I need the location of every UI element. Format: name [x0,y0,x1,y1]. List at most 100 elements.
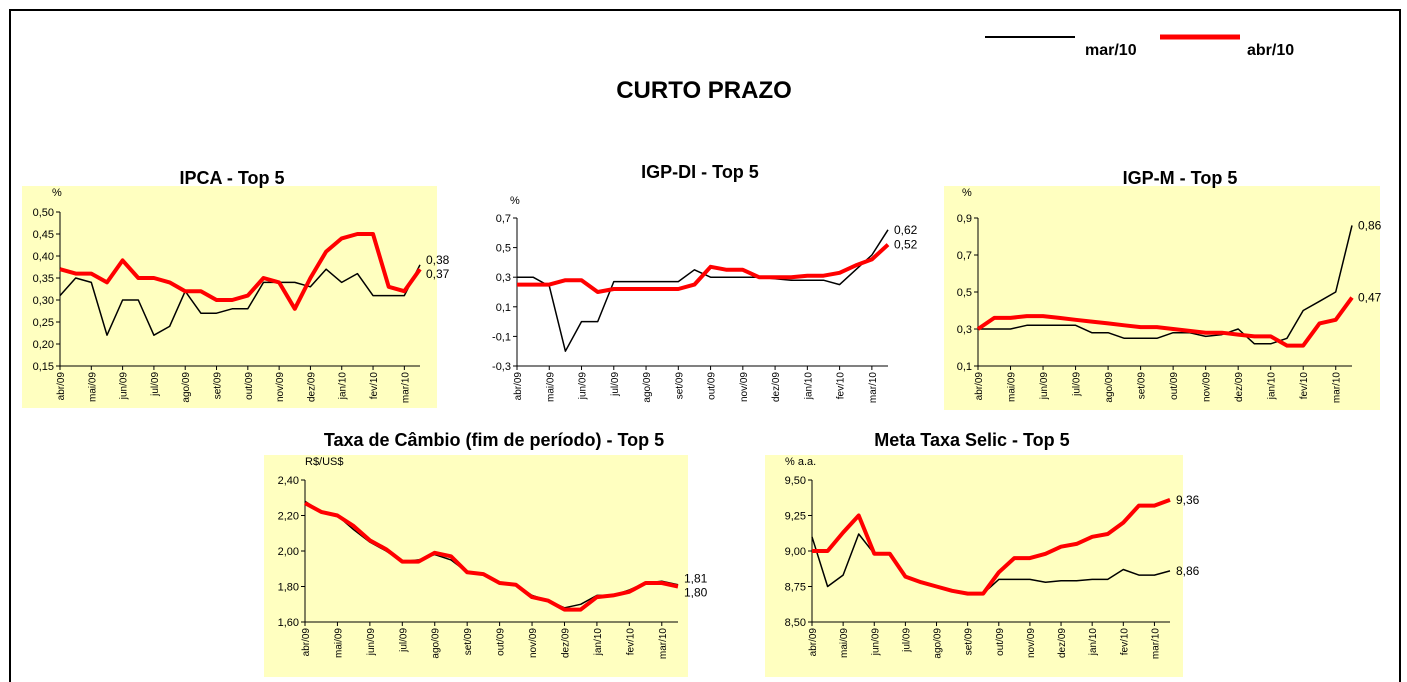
y-tick-label: -0,3 [492,361,511,373]
value-label: 0,86 [1358,218,1382,232]
frame [9,9,1401,682]
x-tick-label: abr/09 [301,628,312,657]
y-tick-label: 0,40 [33,251,54,263]
y-tick-label: 8,75 [785,582,806,594]
y-tick-label: 2,00 [278,546,299,558]
y-tick-label: 2,20 [278,511,299,523]
x-tick-label: mar/10 [400,372,411,404]
y-tick-label: 8,50 [785,617,806,629]
x-tick-label: jan/10 [593,628,604,657]
x-tick-label: jul/09 [610,372,621,397]
y-tick-label: 9,50 [785,475,806,487]
chart-title: IGP-M - Top 5 [1123,168,1238,188]
y-unit: % [962,187,972,199]
x-tick-label: dez/09 [306,372,317,402]
y-tick-label: 0,9 [957,213,972,225]
x-tick-label: jan/10 [803,372,814,401]
x-tick-label: set/09 [463,628,474,656]
x-tick-label: mar/10 [1332,372,1343,404]
x-tick-label: set/09 [213,372,224,400]
x-tick-label: jun/09 [578,372,589,401]
chart-background [765,455,1183,677]
series-line [304,501,679,612]
x-tick-label: jul/09 [150,372,161,397]
y-tick-label: 0,3 [496,272,511,284]
series-line [517,243,890,294]
x-tick-label: ago/09 [181,372,192,403]
y-unit: R$/US$ [305,456,344,468]
series-line [812,498,1171,596]
x-tick-label: jan/10 [338,372,349,401]
y-tick-label: 0,7 [496,213,511,225]
y-tick-label: -0,1 [492,331,511,343]
x-tick-label: set/09 [964,628,975,656]
value-label: 1,80 [684,586,708,600]
value-label: 9,36 [1176,493,1200,507]
x-tick-label: nov/09 [739,372,750,402]
x-tick-label: ago/09 [1104,372,1115,403]
x-tick-label: set/09 [674,372,685,400]
y-tick-label: 0,50 [33,207,54,219]
y-unit: % [510,195,520,207]
x-tick-label: mar/10 [868,372,879,404]
y-tick-label: 1,60 [278,617,299,629]
value-label: 0,37 [426,267,450,281]
y-tick-label: 0,5 [957,287,972,299]
x-tick-label: fev/10 [836,372,847,400]
y-tick-label: 0,1 [957,361,972,373]
y-tick-label: 0,15 [33,361,54,373]
x-tick-label: out/09 [244,372,255,400]
series-line [517,229,889,352]
x-tick-label: out/09 [1169,372,1180,400]
x-tick-label: out/09 [496,628,507,656]
x-tick-label: jul/09 [1072,372,1083,397]
series-line [59,264,421,336]
x-tick-label: fev/10 [625,628,636,656]
x-tick-label: mar/10 [658,628,669,660]
x-tick-label: fev/10 [369,372,380,400]
x-tick-label: ago/09 [933,628,944,659]
y-tick-label: 2,40 [278,475,299,487]
value-label: 1,81 [684,572,708,586]
x-tick-label: ago/09 [642,372,653,403]
chart-background [264,455,688,677]
x-tick-label: jun/09 [870,628,881,657]
x-tick-label: jun/09 [1039,372,1050,401]
y-tick-label: 0,20 [33,339,54,351]
y-tick-label: 0,45 [33,229,54,241]
x-tick-label: mai/09 [87,372,98,402]
x-tick-label: jun/09 [119,372,130,401]
x-tick-label: out/09 [707,372,718,400]
x-tick-label: jul/09 [398,628,409,653]
x-tick-label: mai/09 [333,628,344,658]
y-tick-label: 9,25 [785,511,806,523]
x-tick-label: dez/09 [560,628,571,658]
x-tick-label: fev/10 [1119,628,1130,656]
y-tick-label: 1,80 [278,582,299,594]
series-line [59,232,422,311]
series-line [976,296,1354,348]
x-tick-label: nov/09 [275,372,286,402]
chart-title: Taxa de Câmbio (fim de período) - Top 5 [324,430,664,450]
chart-title: IGP-DI - Top 5 [641,162,759,182]
x-tick-label: dez/09 [1234,372,1245,402]
page-title: CURTO PRAZO [616,77,792,104]
y-tick-label: 0,3 [957,324,972,336]
y-tick-label: 0,25 [33,317,54,329]
y-tick-label: 0,5 [496,243,511,255]
x-tick-label: abr/09 [974,372,985,401]
x-tick-label: ago/09 [431,628,442,659]
x-tick-label: set/09 [1137,372,1148,400]
y-tick-label: 0,30 [33,295,54,307]
y-unit: % [52,187,62,199]
x-tick-label: dez/09 [1057,628,1068,658]
value-label: 0,38 [426,253,450,267]
x-tick-label: nov/09 [528,628,539,658]
y-tick-label: 0,7 [957,250,972,262]
x-tick-label: jan/10 [1267,372,1278,401]
series-line [978,225,1353,345]
x-tick-label: mai/09 [545,372,556,402]
x-tick-label: mar/10 [1150,628,1161,660]
x-tick-label: mai/09 [1007,372,1018,402]
x-tick-label: abr/09 [56,372,67,401]
